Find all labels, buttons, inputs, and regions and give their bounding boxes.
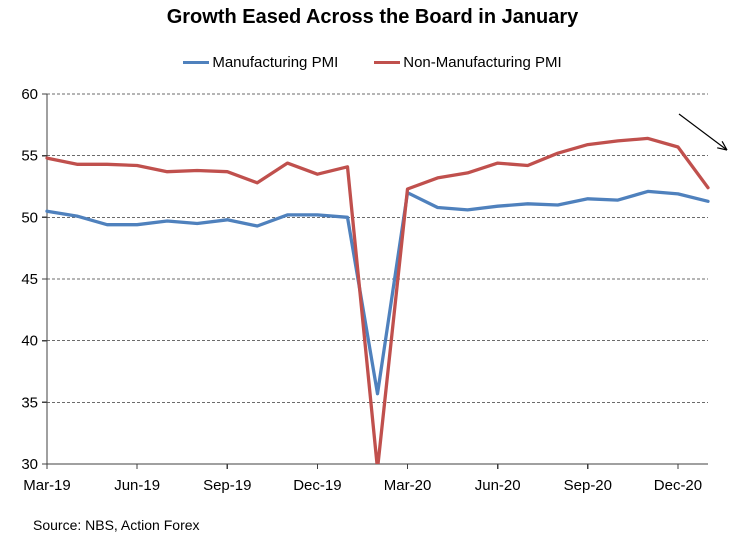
y-tick-label: 30 — [21, 456, 38, 473]
x-tick-label: Mar-20 — [384, 477, 432, 494]
x-tick-label: Sep-19 — [203, 477, 251, 494]
x-tick-label: Dec-20 — [654, 477, 702, 494]
y-tick-label: 55 — [21, 148, 38, 165]
decline-arrow — [678, 113, 728, 151]
y-tick-label: 35 — [21, 394, 38, 411]
x-tick-label: Mar-19 — [23, 477, 71, 494]
decline-arrow-head — [717, 147, 728, 151]
non-manufacturing-pmi-line — [45, 136, 710, 464]
legend-item-non-manufacturing-pmi: Non-Manufacturing PMI — [374, 54, 562, 71]
x-tick-label: Jun-19 — [114, 477, 160, 494]
x-tick-label: Dec-19 — [293, 477, 341, 494]
manufacturing-pmi-line-swatch — [183, 60, 210, 65]
y-tick-label: 60 — [21, 86, 38, 103]
y-tick-label: 45 — [21, 271, 38, 288]
non-manufacturing-pmi-line-swatch — [374, 60, 401, 65]
y-tick-label: 50 — [21, 209, 38, 226]
legend-label-manufacturing-pmi: Manufacturing PMI — [212, 54, 339, 71]
legend: Manufacturing PMI Non-Manufacturing PMI — [0, 54, 745, 71]
legend-item-manufacturing-pmi: Manufacturing PMI — [183, 54, 338, 71]
x-tick-label: Jun-20 — [475, 477, 521, 494]
x-tick-label: Sep-20 — [564, 477, 612, 494]
decline-arrow-head — [721, 141, 728, 151]
source-note: Source: NBS, Action Forex — [33, 517, 200, 533]
legend-label-non-manufacturing-pmi: Non-Manufacturing PMI — [403, 54, 562, 71]
chart-title: Growth Eased Across the Board in January — [166, 6, 579, 28]
manufacturing-pmi-line — [45, 189, 710, 396]
y-tick-label: 40 — [21, 333, 38, 350]
